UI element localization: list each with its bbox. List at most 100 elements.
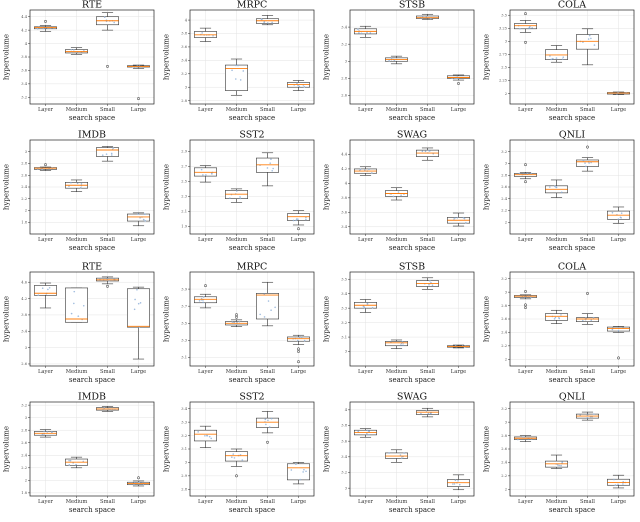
y-tick-label: 4 <box>345 408 348 412</box>
x-axis-label: search space <box>69 244 115 252</box>
data-point <box>428 150 431 152</box>
data-point <box>110 152 113 155</box>
x-tick-label: Large <box>291 369 306 375</box>
x-tick-label: Small <box>260 499 275 505</box>
data-point <box>267 419 269 422</box>
y-tick-label: 2 <box>25 479 27 483</box>
y-tick-label: 2.4 <box>501 331 507 335</box>
data-point <box>271 170 273 172</box>
y-tick-label: 3.25 <box>499 26 508 30</box>
y-tick-label: 2.4 <box>21 185 27 189</box>
chart-title: SWAG <box>397 392 427 403</box>
x-tick-label: Medium <box>226 107 248 113</box>
data-point <box>429 412 432 415</box>
data-point <box>234 78 237 80</box>
x-tick-label: Layer <box>358 499 374 505</box>
data-point <box>204 435 206 437</box>
data-point <box>364 169 366 171</box>
y-tick-label: 3 <box>345 486 348 490</box>
box-iqr <box>545 313 568 321</box>
data-point <box>519 27 521 30</box>
data-point <box>371 306 374 309</box>
data-point <box>103 16 106 19</box>
data-point <box>68 459 70 462</box>
x-tick-label: Large <box>131 237 146 243</box>
data-point <box>454 217 456 219</box>
data-point <box>239 79 242 81</box>
x-tick-label: Large <box>611 369 626 375</box>
y-tick-label: 3 <box>25 416 28 420</box>
y-tick-label: 2.6 <box>21 173 27 177</box>
boxplot-svg: RTE 3.2 3.4 3.6 3.8 4 4.2 4.4 Layer Medium Small La… <box>3 0 155 122</box>
y-tick-label: 3.8 <box>341 196 347 200</box>
x-tick-label: Layer <box>38 107 54 113</box>
y-tick-label: 3.2 <box>21 403 27 407</box>
x-tick-label: Large <box>611 107 626 113</box>
data-point <box>560 314 562 316</box>
y-tick-label: 3.9 <box>181 287 187 291</box>
y-tick-label: 2.4 <box>21 453 27 457</box>
chart-title: QNLI <box>559 392 585 403</box>
y-tick-label: 3 <box>25 346 28 350</box>
flier-point <box>297 227 300 231</box>
data-point <box>266 22 269 24</box>
data-point <box>424 150 427 153</box>
data-point <box>560 191 563 194</box>
data-point <box>582 159 585 162</box>
data-point <box>231 69 233 72</box>
chart-title: COLA <box>558 0 586 11</box>
y-axis-label: hypervolume <box>323 164 331 210</box>
data-point <box>263 316 266 318</box>
plot-frame <box>509 271 635 367</box>
data-point <box>212 35 214 37</box>
x-tick-label: Small <box>100 237 115 243</box>
data-point <box>303 339 306 342</box>
data-point <box>144 213 146 216</box>
data-point <box>400 194 402 196</box>
x-tick-label: Large <box>611 237 626 243</box>
data-point <box>357 430 360 433</box>
y-tick-label: 2.75 <box>499 53 508 57</box>
x-tick-label: Layer <box>358 237 374 243</box>
y-tick-label: 3 <box>25 150 28 154</box>
data-point <box>200 168 203 171</box>
data-point <box>454 479 457 482</box>
y-tick-label: 3.4 <box>341 225 347 229</box>
box-iqr <box>576 159 599 167</box>
chart-title: SST2 <box>239 130 264 141</box>
data-point <box>75 463 77 466</box>
y-tick-label: 2.6 <box>501 317 507 321</box>
x-tick-label: Layer <box>198 369 214 375</box>
data-point <box>401 341 404 343</box>
y-tick-label: 3.3 <box>341 306 347 310</box>
data-point <box>561 58 564 60</box>
y-tick-label: 2.2 <box>501 474 507 478</box>
data-point <box>110 154 113 156</box>
data-point <box>617 218 620 220</box>
y-tick-label: 2.8 <box>341 77 347 81</box>
box-iqr <box>256 417 279 428</box>
boxplot-svg: COLA 2 2.2 2.4 2.6 2.8 3 3.2 Layer Medium Small Lar… <box>483 262 635 384</box>
y-tick-label: 3.5 <box>181 321 187 325</box>
data-point <box>292 219 295 222</box>
x-tick-label: Layer <box>38 369 54 375</box>
box-iqr <box>225 64 248 91</box>
y-tick-label: 4.6 <box>21 280 27 284</box>
y-tick-label: 3 <box>345 350 348 354</box>
x-tick-label: Small <box>420 369 435 375</box>
data-point <box>428 283 430 286</box>
flier-point <box>457 82 460 85</box>
data-point <box>133 308 136 311</box>
x-tick-label: Medium <box>226 369 248 375</box>
data-point <box>521 436 524 438</box>
y-tick-label: 3.4 <box>341 455 347 459</box>
data-point <box>561 461 564 464</box>
data-point <box>392 195 395 198</box>
x-tick-label: Large <box>291 237 306 243</box>
boxplot-svg: STSB 2.6 2.8 3 3.2 3.4 Layer Medium Small Large se… <box>323 0 475 122</box>
y-axis-label: hypervolume <box>483 296 491 342</box>
data-point <box>290 469 293 471</box>
y-tick-label: 2.2 <box>21 466 27 470</box>
box-iqr <box>256 293 279 320</box>
flier-point <box>524 40 527 44</box>
